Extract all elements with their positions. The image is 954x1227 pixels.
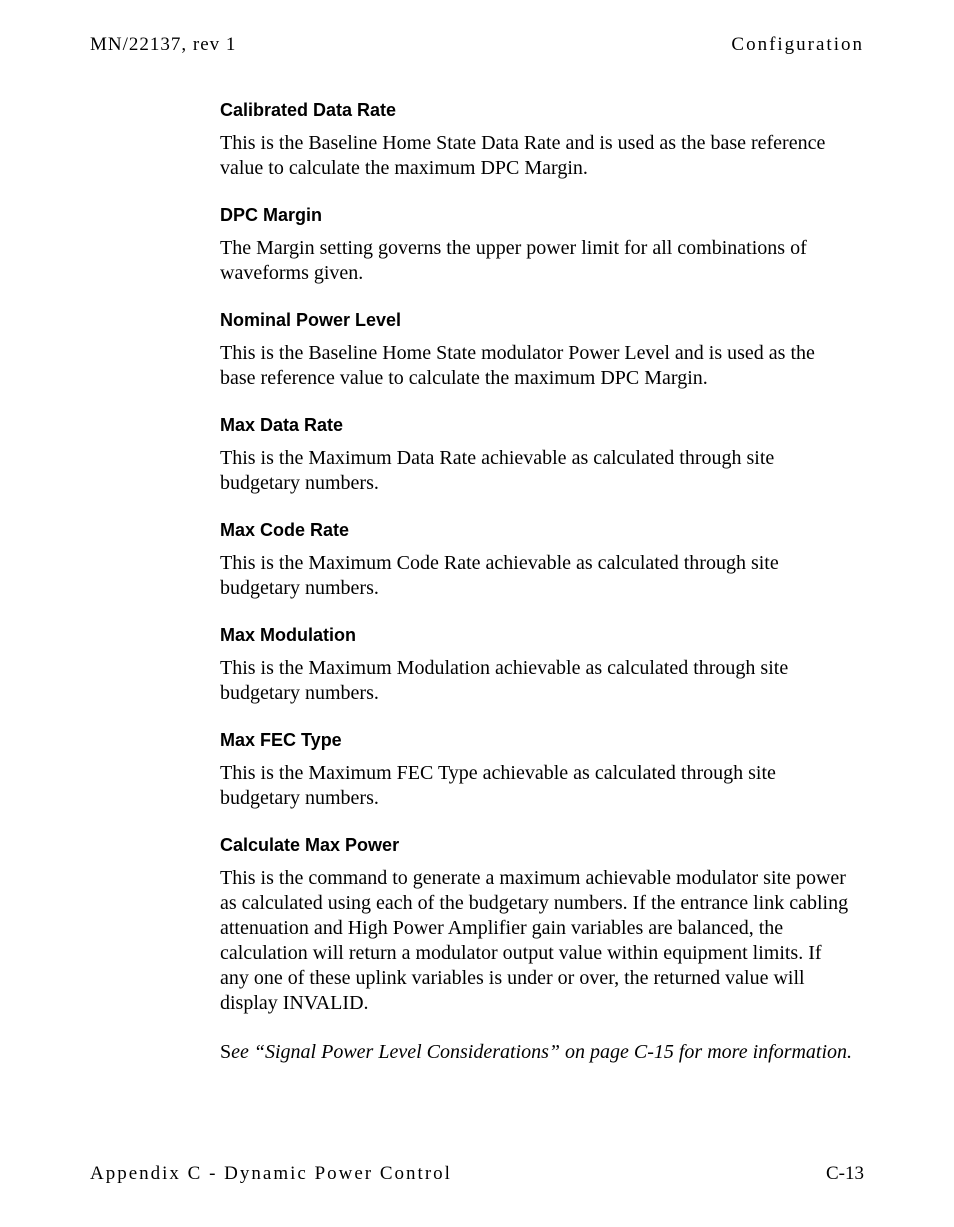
section-heading: Calibrated Data Rate [220,100,854,121]
section-heading: Max Data Rate [220,415,854,436]
section-body: This is the Maximum Code Rate achievable… [220,551,854,601]
section-body: This is the Maximum Data Rate achievable… [220,446,854,496]
section-heading: Max FEC Type [220,730,854,751]
footer-page-number: C-13 [826,1163,864,1185]
section-body: This is the Maximum FEC Type achievable … [220,761,854,811]
see-also-prefix: S [220,1041,231,1063]
section-heading: Nominal Power Level [220,310,854,331]
section-body: This is the command to generate a maximu… [220,866,854,1016]
section-body: This is the Baseline Home State modulato… [220,341,854,391]
page-footer: Appendix C - Dynamic Power Control C-13 [90,1163,864,1185]
footer-appendix: Appendix C - Dynamic Power Control [90,1163,452,1185]
header-chapter: Configuration [731,34,864,56]
page-header: MN/22137, rev 1 Configuration [90,34,864,56]
see-also-text: See “Signal Power Level Considerations” … [220,1040,854,1065]
section-body: The Margin setting governs the upper pow… [220,236,854,286]
section-body: This is the Maximum Modulation achievabl… [220,656,854,706]
section-heading: Max Modulation [220,625,854,646]
section-body: This is the Baseline Home State Data Rat… [220,131,854,181]
see-also-italic: ee “Signal Power Level Considerations” o… [231,1041,852,1063]
header-doc-id: MN/22137, rev 1 [90,34,236,56]
section-heading: Max Code Rate [220,520,854,541]
section-heading: DPC Margin [220,205,854,226]
section-heading: Calculate Max Power [220,835,854,856]
page-content: Calibrated Data Rate This is the Baselin… [220,100,854,1065]
